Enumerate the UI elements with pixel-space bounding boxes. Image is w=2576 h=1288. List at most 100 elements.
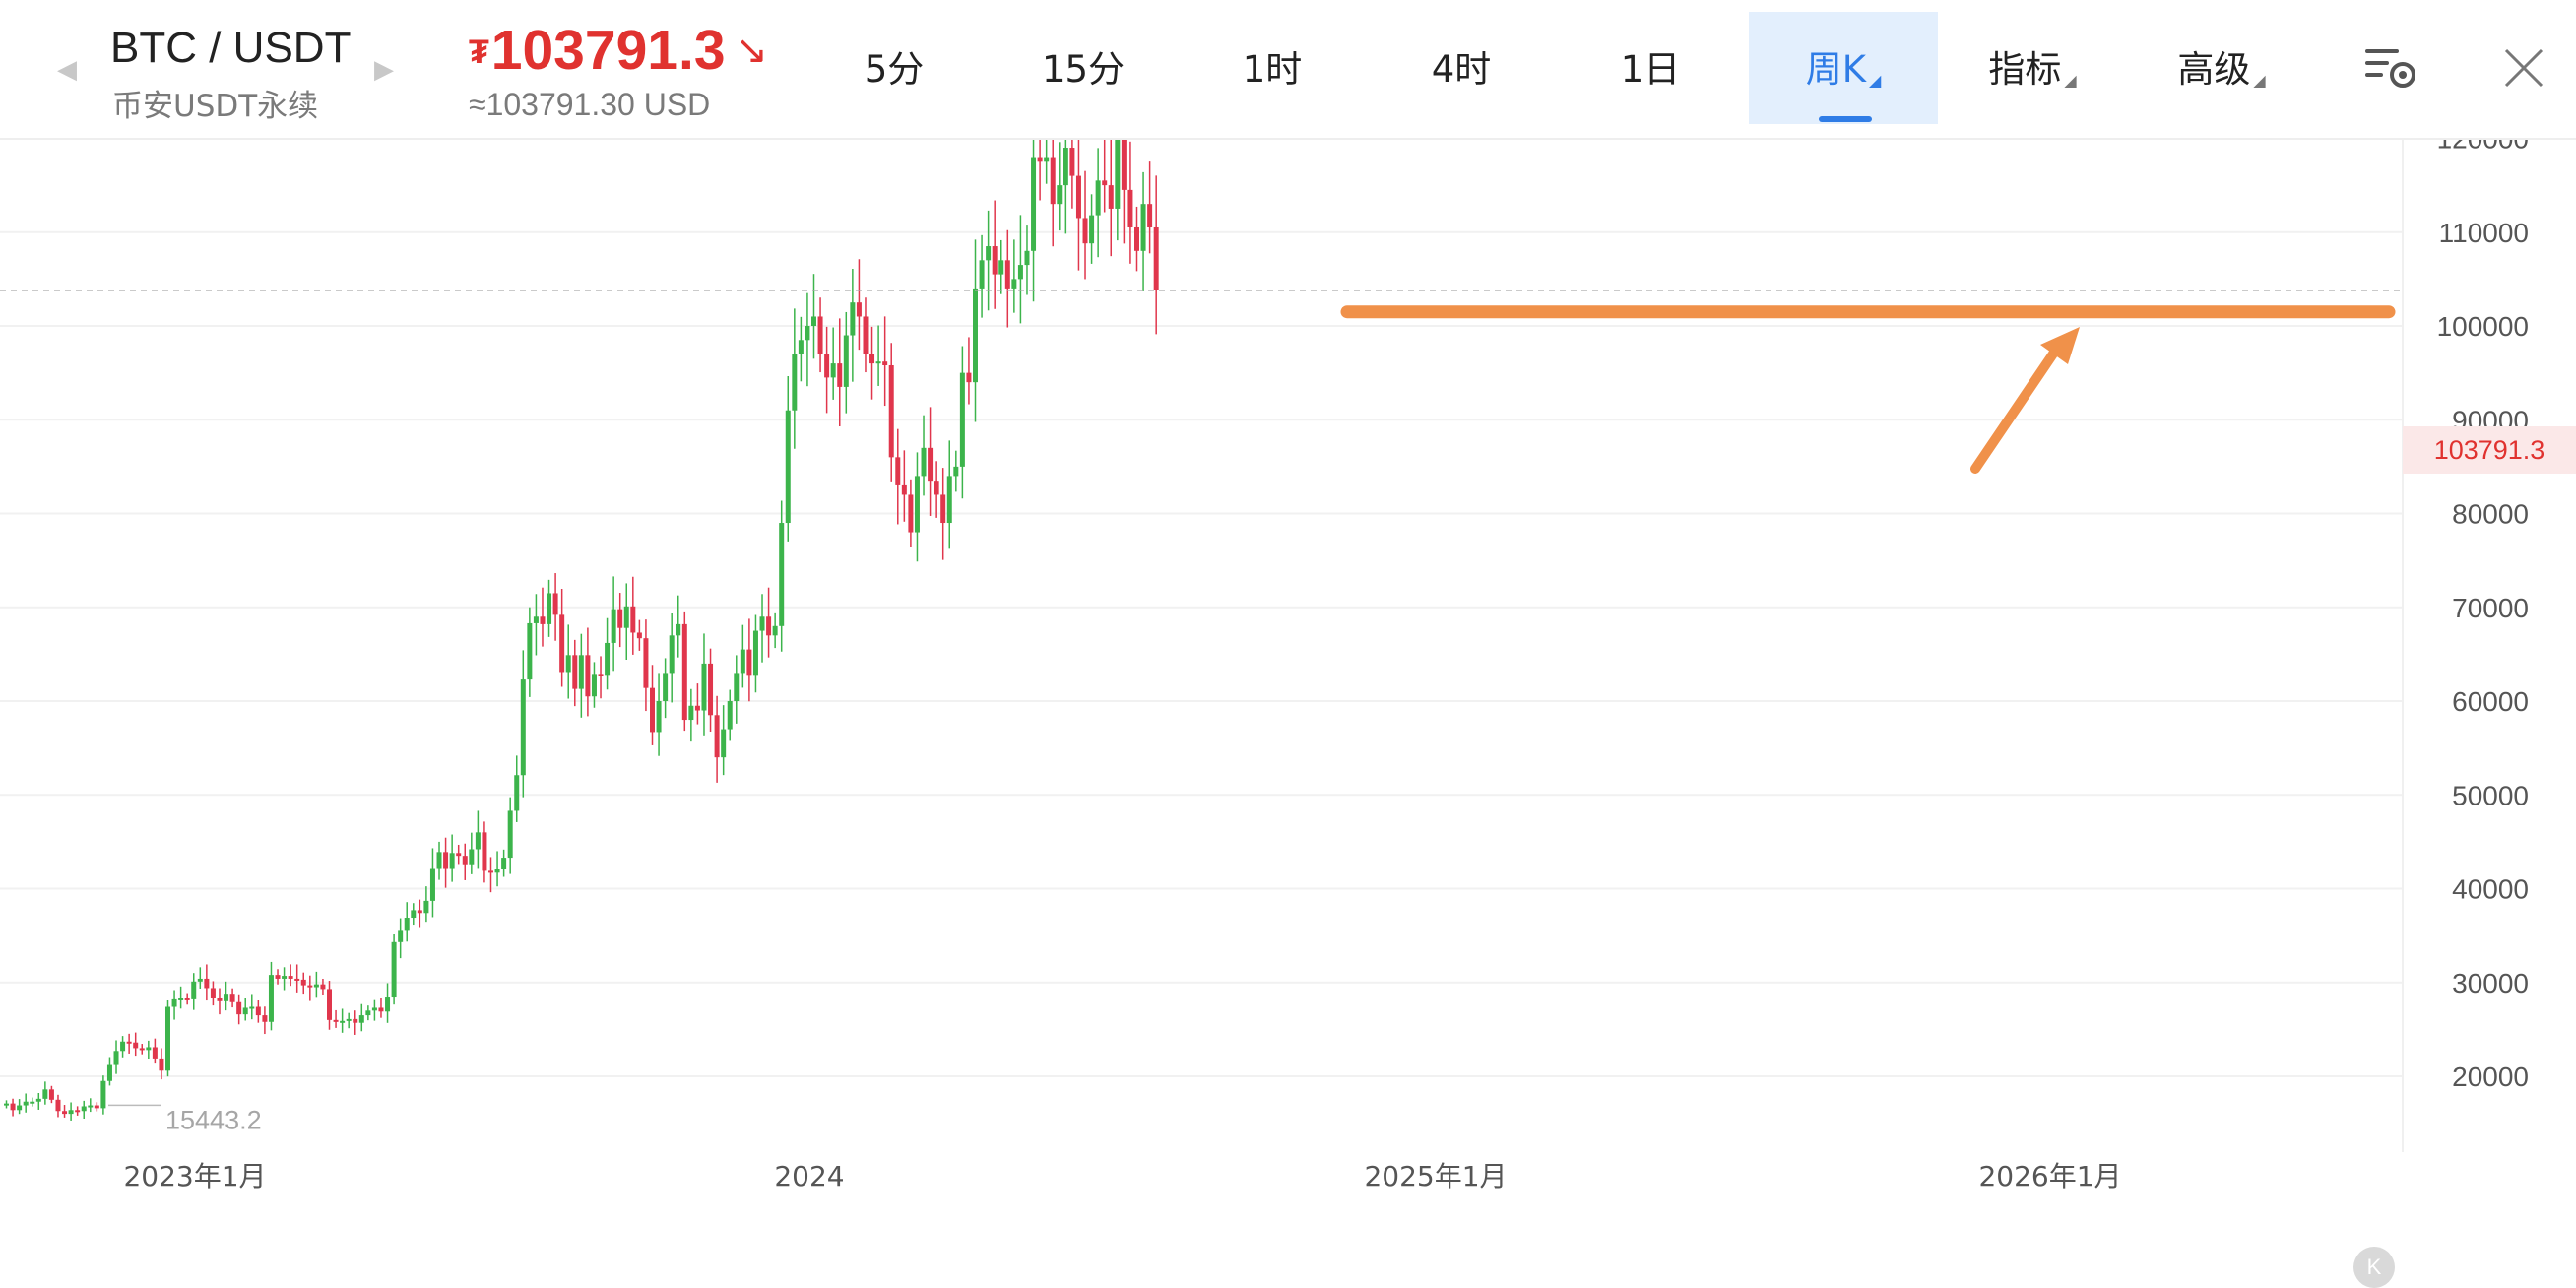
candle-body xyxy=(398,930,404,942)
price-down-arrow-icon: ↘ xyxy=(735,29,769,72)
y-tick-label: 20000 xyxy=(2452,1062,2529,1092)
candle-body xyxy=(630,606,636,633)
candle-body xyxy=(946,476,952,524)
candle-body xyxy=(1147,204,1153,227)
candle-body xyxy=(178,998,184,1000)
candle-body xyxy=(262,1015,268,1022)
candle-body xyxy=(830,363,836,378)
candle-body xyxy=(992,246,998,275)
candle-body xyxy=(863,316,869,354)
y-tick-label: 110000 xyxy=(2439,218,2529,248)
current-price-tag: 103791.3 xyxy=(2403,425,2576,474)
candle-body xyxy=(346,1018,352,1021)
tab-4h[interactable]: 4时 xyxy=(1367,12,1556,124)
candle-body xyxy=(986,246,992,261)
tab-1d[interactable]: 1日 xyxy=(1556,12,1745,124)
candle-body xyxy=(436,852,442,869)
candle-body xyxy=(191,981,197,999)
candle-body xyxy=(591,674,597,697)
candle-body xyxy=(953,466,959,477)
candle-body xyxy=(552,593,558,615)
candle-body xyxy=(565,655,571,673)
close-icon[interactable] xyxy=(2499,43,2548,93)
candle-body xyxy=(623,606,629,628)
exchange-label: 币安USDT永续 xyxy=(112,89,319,124)
candle-body xyxy=(210,988,216,998)
y-tick-label: 50000 xyxy=(2452,780,2529,810)
tab-label: 15分 xyxy=(1041,48,1126,91)
x-tick-label: 2023年1月 xyxy=(123,1160,266,1192)
candle-body xyxy=(197,978,203,982)
candle-body xyxy=(1050,157,1056,205)
candle-body xyxy=(35,1098,41,1102)
tab-advanced[interactable]: 高级 ◢ xyxy=(2127,12,2316,124)
candle-body xyxy=(681,623,687,721)
candle-body xyxy=(482,832,487,871)
candle-body xyxy=(333,1019,339,1022)
candle-body xyxy=(159,1058,164,1071)
x-tick-label: 2024 xyxy=(774,1160,844,1192)
tab-label: 1日 xyxy=(1620,48,1681,91)
candlestick-chart[interactable]: 2000030000400005000060000700008000090000… xyxy=(0,140,2576,1193)
candle-body xyxy=(572,655,578,689)
candle-body xyxy=(1075,175,1081,219)
candle-body xyxy=(353,1018,358,1023)
candle-body xyxy=(313,984,319,988)
candle-body xyxy=(1140,204,1146,251)
candle-body xyxy=(340,1020,346,1023)
back-to-latest-icon[interactable]: K xyxy=(2353,1247,2395,1288)
candle-body xyxy=(55,1099,61,1112)
candle-body xyxy=(817,316,823,354)
next-pair-arrow-icon[interactable]: ▶ xyxy=(374,54,394,84)
tab-label: 高级 xyxy=(2177,48,2251,91)
tab-label: 4时 xyxy=(1431,48,1492,91)
tab-15min[interactable]: 15分 xyxy=(989,12,1178,124)
candle-body xyxy=(547,593,552,624)
candle-body xyxy=(501,858,507,869)
tab-5min[interactable]: 5分 xyxy=(800,12,989,124)
candle-body xyxy=(856,302,862,317)
candle-body xyxy=(204,978,210,989)
candle-body xyxy=(404,918,410,931)
candle-body xyxy=(734,673,740,701)
candle-body xyxy=(88,1105,94,1108)
candle-body xyxy=(875,361,881,364)
candle-body xyxy=(966,372,972,383)
candle-body xyxy=(708,663,714,716)
candle-body xyxy=(559,614,565,673)
candle-body xyxy=(469,849,475,865)
tab-weekly[interactable]: 周K ◢ xyxy=(1749,12,1938,124)
candle-body xyxy=(779,523,785,626)
candle-body xyxy=(676,623,681,636)
price-chart[interactable]: 20000 30000 40000 50000 60000 70000 80000 90000… xyxy=(0,140,2576,1288)
candle-body xyxy=(81,1106,87,1112)
candle-body xyxy=(1024,250,1030,266)
candle-body xyxy=(1004,260,1010,289)
candle-body xyxy=(656,701,662,733)
candle-body xyxy=(224,994,229,1001)
candle-body xyxy=(533,616,539,623)
candle-body xyxy=(120,1041,126,1052)
candle-body xyxy=(365,1010,371,1016)
prev-pair-arrow-icon[interactable]: ◀ xyxy=(57,54,77,84)
candle-body xyxy=(30,1101,35,1104)
chart-settings-icon[interactable] xyxy=(2363,43,2420,91)
candle-body xyxy=(378,1007,384,1012)
candle-body xyxy=(843,335,849,387)
active-tab-indicator xyxy=(1819,116,1872,122)
candle-body xyxy=(578,655,584,689)
candle-body xyxy=(934,481,939,495)
tab-1h[interactable]: 1时 xyxy=(1178,12,1367,124)
tab-indicators[interactable]: 指标 ◢ xyxy=(1938,12,2127,124)
candle-body xyxy=(643,638,649,688)
candle-body xyxy=(1115,140,1121,209)
x-tick-label: 2025年1月 xyxy=(1364,1160,1507,1192)
dropdown-corner-icon: ◢ xyxy=(1868,71,1882,90)
candle-body xyxy=(1057,185,1063,205)
candle-body xyxy=(236,1001,242,1015)
candle-body xyxy=(429,868,435,901)
candle-body xyxy=(811,316,816,326)
candle-body xyxy=(391,941,397,998)
tab-label: 周K xyxy=(1805,48,1866,91)
x-tick-label: 2026年1月 xyxy=(1978,1160,2121,1192)
